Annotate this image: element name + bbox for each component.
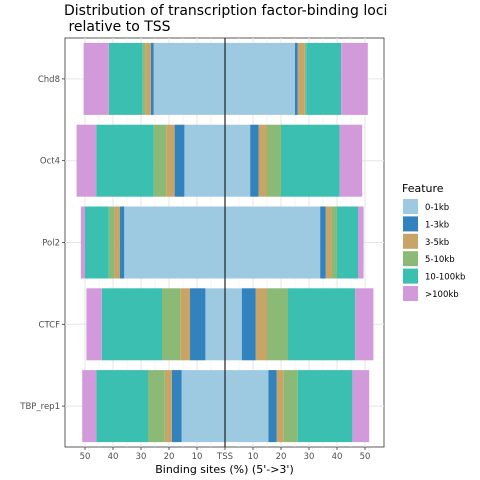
bar-segment-upstream <box>80 206 85 279</box>
bar-segment-downstream <box>295 42 298 115</box>
x-tick-label: 10 <box>192 452 203 462</box>
bar-segment-downstream <box>250 124 259 197</box>
legend-label: 3-5kb <box>425 238 449 248</box>
legend-label: 10-100kb <box>425 273 465 283</box>
y-tick-label: TBP_rep1 <box>19 402 60 412</box>
bar-segment-upstream <box>108 206 115 279</box>
bar-segment-upstream <box>162 288 181 361</box>
bar-segment-downstream <box>281 124 340 197</box>
bar-segment-downstream <box>255 288 267 361</box>
bar-segment-downstream <box>358 206 364 279</box>
bar-segment-downstream <box>297 370 353 443</box>
bar-segment-downstream <box>331 206 337 279</box>
bar-segment-upstream <box>101 288 162 361</box>
bar-segment-upstream <box>164 370 172 443</box>
bar-segment-downstream <box>225 206 321 279</box>
bar-segment-upstream <box>76 124 97 197</box>
y-tick-label: Chd8 <box>38 75 60 85</box>
bar-segment-downstream <box>306 42 342 115</box>
bar-segment-upstream <box>96 370 148 443</box>
bar-segment-upstream <box>150 42 154 115</box>
y-tick-label: Oct4 <box>40 157 60 167</box>
bar-segment-downstream <box>320 206 326 279</box>
x-tick-label: 30 <box>304 452 315 462</box>
bar-segment-downstream <box>267 124 281 197</box>
bar-segment-upstream <box>83 42 109 115</box>
bar-segment-downstream <box>225 288 242 361</box>
x-tick-label: 20 <box>164 452 175 462</box>
bar-segment-downstream <box>283 370 298 443</box>
bar-segment-upstream <box>96 124 154 197</box>
legend-swatch <box>403 286 418 301</box>
bar-segment-downstream <box>355 288 374 361</box>
x-tick-label: 40 <box>108 452 119 462</box>
chart-title: Distribution of transcription factor-bin… <box>64 3 387 35</box>
bar-segment-downstream <box>225 124 251 197</box>
chart-title-line: relative to TSS <box>64 19 171 35</box>
bar-segment-upstream <box>124 206 225 279</box>
x-tick-label: 30 <box>136 452 147 462</box>
legend: Feature 0-1kb 1-3kb 3-5kb 5-10kb 10-100kb >100… <box>402 182 465 301</box>
bar-segment-upstream <box>145 42 151 115</box>
bar-segment-downstream <box>241 288 256 361</box>
bar-segment-upstream <box>148 370 165 443</box>
legend-label: >100kb <box>425 290 459 300</box>
x-tick-label: 50 <box>360 452 371 462</box>
legend-swatch <box>403 268 418 284</box>
x-tick-label: 50 <box>80 452 91 462</box>
bar-segment-upstream <box>108 42 143 115</box>
bar-segment-upstream <box>153 42 225 115</box>
bar-segment-upstream <box>86 288 102 361</box>
bars <box>76 42 374 443</box>
bar-segment-downstream <box>352 370 370 443</box>
x-axis-label: Binding sites (%) (5'->3') <box>155 463 294 476</box>
bar-segment-downstream <box>276 370 284 443</box>
bar-segment-downstream <box>288 288 356 361</box>
legend-title: Feature <box>402 182 444 195</box>
bar-segment-upstream <box>82 370 97 443</box>
bar-segment-upstream <box>171 370 182 443</box>
bar-segment-downstream <box>225 42 295 115</box>
legend-label: 0-1kb <box>425 203 449 213</box>
y-tick-label: Pol2 <box>42 239 60 249</box>
bar-segment-upstream <box>174 124 185 197</box>
bar-segment-upstream <box>181 370 225 443</box>
legend-swatch <box>403 251 418 267</box>
legend-swatch <box>403 233 418 249</box>
bar-segment-downstream <box>225 370 269 443</box>
y-axis: Chd8 Oct4 Pol2 CTCF TBP_rep1 <box>19 75 65 412</box>
bar-segment-downstream <box>267 288 288 361</box>
bar-segment-upstream <box>180 288 190 361</box>
bar-segment-downstream <box>337 206 358 279</box>
bar-segment-upstream <box>142 42 146 115</box>
bar-segment-upstream <box>85 206 109 279</box>
bar-segment-upstream <box>153 124 167 197</box>
bar-segment-upstream <box>205 288 225 361</box>
legend-swatch <box>403 216 418 232</box>
bar-segment-upstream <box>120 206 125 279</box>
bar-segment-downstream <box>297 42 305 115</box>
bar-segment-downstream <box>339 124 363 197</box>
y-tick-label: CTCF <box>39 320 61 330</box>
x-tick-label: 10 <box>248 452 259 462</box>
legend-swatch <box>403 199 418 214</box>
legend-label: 5-10kb <box>425 255 455 265</box>
x-axis: 50 40 30 20 10 TSS 10 20 30 40 50 <box>80 447 371 462</box>
x-tick-label: 20 <box>276 452 287 462</box>
bar-segment-upstream <box>166 124 175 197</box>
bar-segment-upstream <box>114 206 120 279</box>
bar-segment-downstream <box>304 42 307 115</box>
bar-segment-downstream <box>341 42 368 115</box>
bar-segment-downstream <box>325 206 332 279</box>
x-tick-label: 40 <box>332 452 343 462</box>
bar-segment-downstream <box>258 124 267 197</box>
x-tick-label: TSS <box>216 452 233 462</box>
legend-label: 1-3kb <box>425 220 449 230</box>
bar-segment-upstream <box>190 288 206 361</box>
chart-title-line: Distribution of transcription factor-bin… <box>64 3 387 19</box>
bar-segment-upstream <box>184 124 225 197</box>
bar-segment-downstream <box>268 370 277 443</box>
